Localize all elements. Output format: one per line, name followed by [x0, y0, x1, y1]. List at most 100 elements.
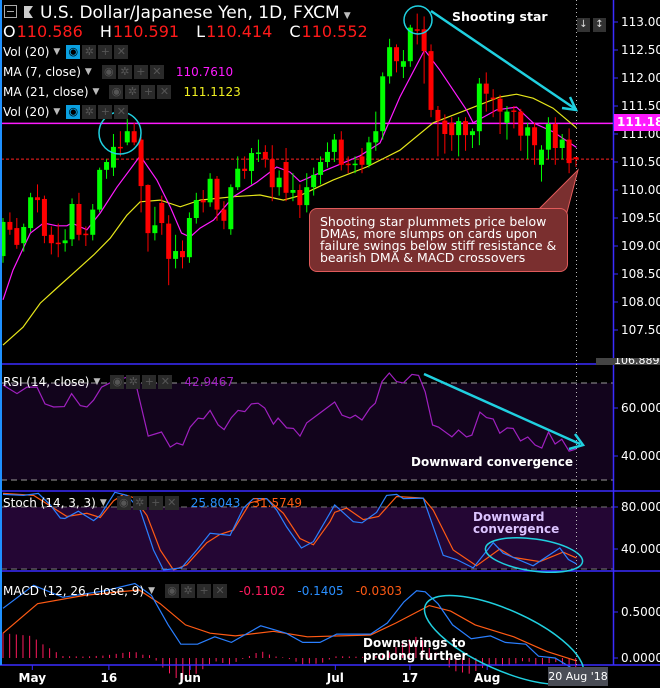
- candle-body: [104, 162, 110, 170]
- close-icon[interactable]: ✕: [164, 495, 179, 510]
- chevron-down-icon[interactable]: ▼: [53, 46, 61, 57]
- gear-icon[interactable]: ✲: [181, 583, 196, 598]
- close-icon[interactable]: ✕: [114, 104, 129, 119]
- gear-icon[interactable]: ✲: [126, 374, 141, 389]
- candle: [504, 106, 510, 140]
- candle: [193, 192, 199, 224]
- plus-icon[interactable]: +: [141, 84, 156, 99]
- candle-body: [28, 197, 34, 229]
- symbol-title[interactable]: U.S. Dollar/Japanese Yen, 1D, FXCM ▼: [40, 3, 351, 23]
- close-label: C: [289, 22, 301, 41]
- candle-body: [131, 131, 137, 143]
- candle: [483, 72, 489, 112]
- candle-body: [48, 234, 54, 244]
- price-pane[interactable]: [0, 13, 614, 346]
- plus-icon[interactable]: +: [133, 64, 148, 79]
- legend-label: Stoch (14, 3, 3): [3, 495, 96, 510]
- time-tick-label: May: [19, 671, 47, 685]
- eye-icon[interactable]: ◉: [110, 374, 125, 389]
- macd-pane[interactable]: [2, 582, 577, 680]
- candle: [304, 173, 310, 213]
- plus-icon[interactable]: +: [98, 44, 113, 59]
- candle: [538, 145, 544, 182]
- candle-body: [242, 168, 248, 171]
- scroll-down-icon[interactable]: ↓: [577, 18, 590, 32]
- legend-stoch[interactable]: Stoch (14, 3, 3) ▼ ◉ ✲ + ✕ 25.8043 31.5749: [3, 495, 302, 510]
- chevron-down-icon[interactable]: ▼: [343, 11, 351, 21]
- macd-tick-label: 0.0000: [621, 651, 660, 665]
- candle: [35, 184, 41, 213]
- macd-line: [2, 582, 577, 672]
- chevron-down-icon[interactable]: ▼: [92, 86, 100, 97]
- candle: [200, 190, 206, 213]
- candle-body: [552, 123, 558, 148]
- candle: [525, 122, 531, 160]
- eye-icon[interactable]: ◉: [116, 495, 131, 510]
- candle: [449, 117, 455, 151]
- close-icon[interactable]: ✕: [114, 44, 129, 59]
- gear-icon[interactable]: ✲: [82, 44, 97, 59]
- candle: [435, 106, 441, 157]
- flag-icon: [24, 6, 33, 18]
- chevron-down-icon[interactable]: ▼: [53, 106, 61, 117]
- candle-body: [490, 97, 496, 100]
- candle: [345, 156, 351, 174]
- macd-hist-value: -0.1102: [239, 583, 286, 598]
- candle-body: [173, 251, 179, 259]
- ma7-value: 110.7610: [175, 64, 234, 79]
- eye-icon[interactable]: ◉: [109, 84, 124, 99]
- candle-body: [318, 162, 324, 175]
- close-icon[interactable]: ✕: [149, 64, 164, 79]
- legend-macd[interactable]: MACD (12, 26, close, 9) ▼ ◉ ✲ + ✕ -0.1102 -0…: [3, 583, 402, 598]
- stoch-convergence-ellipse: [484, 537, 584, 573]
- gear-icon[interactable]: ✲: [82, 104, 97, 119]
- candle: [228, 184, 234, 235]
- candle-body: [207, 178, 213, 203]
- legend-ma7[interactable]: MA (7, close) ▼ ◉ ✲ + ✕ 110.7610: [3, 64, 233, 79]
- legend-vol[interactable]: Vol (20) ▼ ◉ ✲ + ✕: [3, 44, 129, 59]
- collapse-icon[interactable]: [4, 5, 17, 18]
- candle-body: [117, 146, 123, 149]
- rsi-tick-label: 60.0000: [621, 401, 660, 415]
- gear-icon[interactable]: ✲: [125, 84, 140, 99]
- candle: [55, 223, 61, 258]
- candle: [318, 156, 324, 185]
- gear-icon[interactable]: ✲: [132, 495, 147, 510]
- plus-icon[interactable]: +: [148, 495, 163, 510]
- candle-body: [262, 151, 268, 160]
- chevron-down-icon[interactable]: ▼: [93, 376, 101, 387]
- legend-rsi[interactable]: RSI (14, close) ▼ ◉ ✲ + ✕ 42.9467: [3, 374, 234, 389]
- legend-vol-2[interactable]: Vol (20) ▼ ◉ ✲ + ✕: [3, 104, 129, 119]
- close-icon[interactable]: ✕: [158, 374, 173, 389]
- candle: [352, 156, 358, 174]
- eye-icon[interactable]: ◉: [165, 583, 180, 598]
- candle-body: [414, 29, 420, 31]
- time-tick-label: Jun: [178, 671, 201, 685]
- chevron-down-icon[interactable]: ▼: [148, 585, 156, 596]
- plus-icon[interactable]: +: [142, 374, 157, 389]
- candle-body: [200, 200, 206, 203]
- candle: [97, 167, 103, 213]
- plus-icon[interactable]: +: [98, 104, 113, 119]
- legend-ma21[interactable]: MA (21, close) ▼ ◉ ✲ + ✕ 111.1123: [3, 84, 241, 99]
- candle-body: [55, 242, 61, 245]
- close-icon[interactable]: ✕: [157, 84, 172, 99]
- candle: [394, 44, 400, 73]
- rsi-note: Downward convergence: [411, 455, 574, 469]
- candle: [221, 201, 227, 230]
- candle: [456, 117, 462, 157]
- chevron-down-icon[interactable]: ▼: [84, 66, 92, 77]
- candle-body: [400, 61, 406, 67]
- gear-icon[interactable]: ✲: [117, 64, 132, 79]
- chevron-down-icon[interactable]: ▼: [99, 497, 107, 508]
- close-icon[interactable]: ✕: [213, 583, 228, 598]
- auto-scale-icon[interactable]: ↕: [593, 18, 606, 32]
- eye-icon[interactable]: ◉: [66, 44, 81, 59]
- eye-icon[interactable]: ◉: [66, 104, 81, 119]
- stoch-pane[interactable]: [2, 491, 577, 571]
- plus-icon[interactable]: +: [197, 583, 212, 598]
- eye-icon[interactable]: ◉: [101, 64, 116, 79]
- candle-body: [152, 225, 158, 234]
- candle-body: [221, 209, 227, 221]
